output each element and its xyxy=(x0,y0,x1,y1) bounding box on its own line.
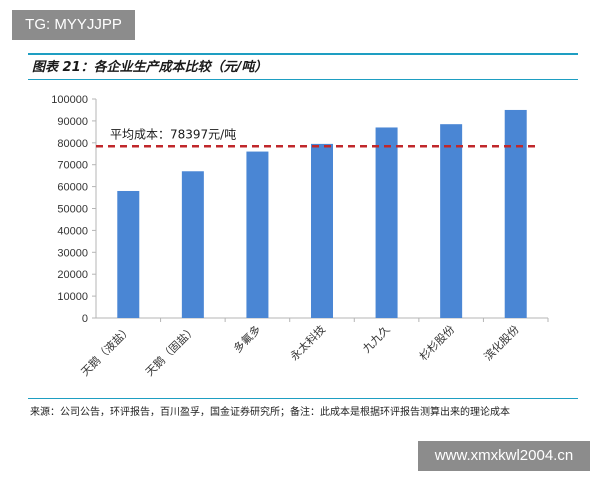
y-tick-label: 0 xyxy=(82,313,88,325)
x-category-label: 九九久 xyxy=(360,323,393,356)
figure-title: 图表 21：各企业生产成本比较（元/吨） xyxy=(32,60,268,75)
source-top-rule xyxy=(28,398,578,399)
watermark-top-left: TG: MYYJJPP xyxy=(12,10,135,40)
y-tick-label: 20000 xyxy=(57,269,88,281)
x-category-label: 永太科技 xyxy=(287,322,328,363)
y-tick-label: 100000 xyxy=(51,94,88,106)
bar-chart: 0 10000 20000 30000 40000 50000 60000 70000 8000… xyxy=(51,94,549,379)
title-top-rule xyxy=(28,53,578,55)
y-tick-label: 10000 xyxy=(57,291,88,303)
y-tick-label: 90000 xyxy=(57,116,88,128)
y-tick-label: 40000 xyxy=(57,225,88,237)
bar xyxy=(117,190,140,318)
x-category-label: 滨化股份 xyxy=(481,322,522,363)
y-tick-label: 60000 xyxy=(57,182,88,194)
bar xyxy=(246,151,269,318)
bar xyxy=(375,127,398,318)
average-cost-label: 平均成本：78397元/吨 xyxy=(110,127,236,141)
x-category-label: 天鹅（液盐） xyxy=(78,322,135,379)
y-tick-label: 30000 xyxy=(57,247,88,259)
y-tick-label: 80000 xyxy=(57,138,88,150)
x-category-label: 天鹅（固盐） xyxy=(142,322,199,379)
bar xyxy=(311,143,333,318)
bar xyxy=(440,124,463,318)
watermark-bottom-right: www.xmxkwl2004.cn xyxy=(418,441,590,471)
y-tick-label: 70000 xyxy=(57,160,88,172)
x-category-label: 杉杉股份 xyxy=(416,322,457,363)
bar xyxy=(181,171,204,318)
x-category-label: 多氟多 xyxy=(230,322,263,355)
source-note: 来源：公司公告，环评报告，百川盈孚，国金证券研究所；备注：此成本是根据环评报告测… xyxy=(30,407,510,418)
title-bottom-rule xyxy=(28,79,578,80)
bar xyxy=(504,109,527,318)
y-tick-label: 50000 xyxy=(57,204,88,216)
